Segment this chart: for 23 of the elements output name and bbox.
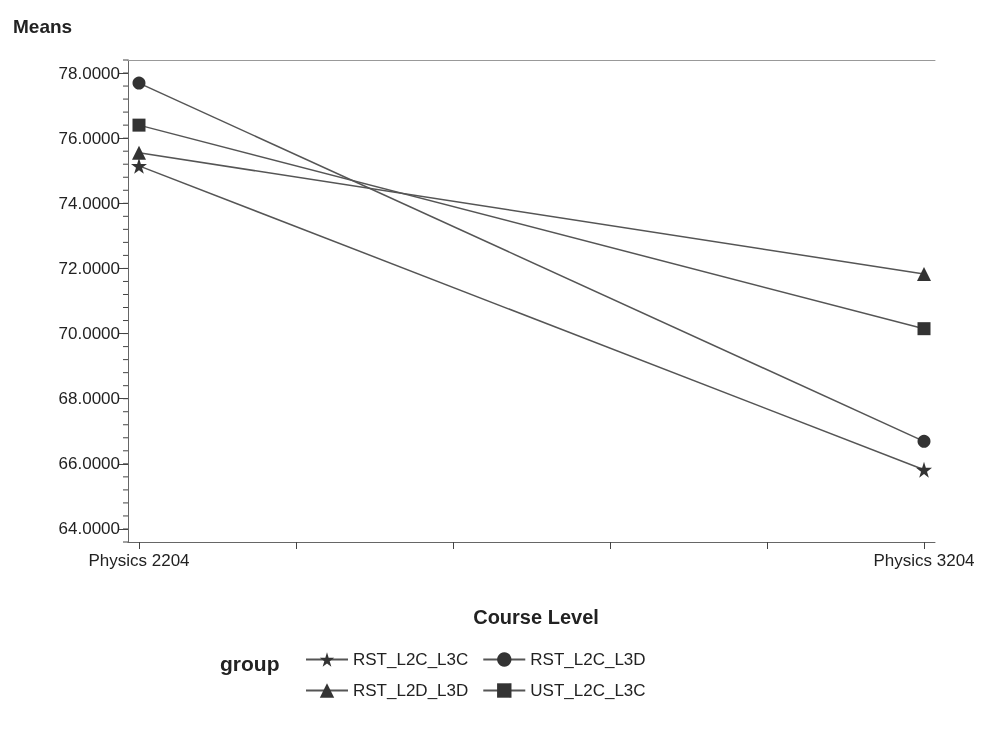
y-tick-label: 78.0000 [58,63,120,83]
y-tick-label: 68.0000 [58,389,120,409]
legend-label: RST_L2C_L3D [530,650,646,669]
y-tick-label: 74.0000 [58,193,120,213]
legend-label: RST_L2D_L3D [353,681,469,700]
point [130,157,147,174]
point [132,118,146,132]
x-tick-label: Physics 3204 [873,551,975,570]
y-tick-label: 76.0000 [58,128,120,148]
x-tick-label: Physics 2204 [88,551,190,570]
y-tick-label: 72.0000 [58,258,120,278]
legend-label: RST_L2C_L3C [353,650,469,669]
y-tick-label: 64.0000 [58,519,120,539]
chart-title: Means [13,16,73,37]
legend-label: UST_L2C_L3C [530,681,646,700]
point [132,76,146,90]
point [917,322,931,336]
point [916,461,933,478]
point [917,434,931,448]
legend-title: group [220,652,280,675]
y-tick-label: 66.0000 [58,454,120,474]
y-tick-label: 70.0000 [58,324,120,344]
x-axis-title: Course Level [473,606,599,628]
